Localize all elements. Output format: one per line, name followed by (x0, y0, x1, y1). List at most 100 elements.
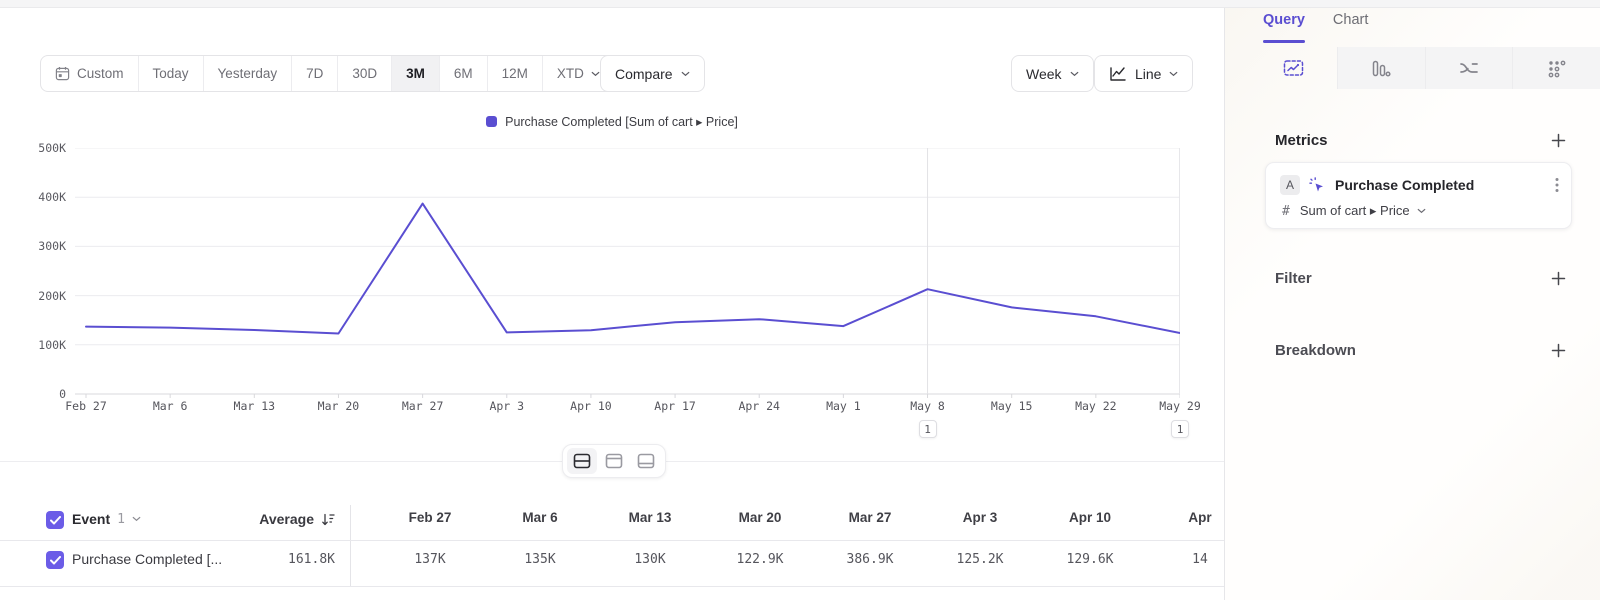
event-label: Event (72, 511, 111, 527)
filter-title: Filter (1275, 269, 1312, 287)
table-cell-value: 14 (1192, 552, 1208, 567)
plus-icon (1551, 133, 1565, 147)
range-6m[interactable]: 6M (440, 56, 488, 91)
compare-button[interactable]: Compare (600, 55, 705, 92)
y-axis-labels: 500K 400K 300K 200K 100K 0 (0, 141, 66, 401)
number-type-icon: # (1282, 203, 1290, 219)
breakdown-section-header: Breakdown (1275, 340, 1568, 360)
x-tick-label: Mar 20 (317, 399, 360, 413)
metric-card-row1: A Purchase Completed (1280, 175, 1559, 195)
add-filter-button[interactable] (1548, 268, 1568, 288)
y-tick-label: 400K (38, 190, 66, 205)
tab-insights-report[interactable] (1250, 47, 1337, 89)
row-checkbox[interactable] (46, 551, 64, 569)
x-axis-labels: Feb 27 Mar 6 Mar 13 Mar 20 Mar 27 Apr 3 Apr 10… (65, 399, 1201, 415)
insights-chart-icon (1283, 60, 1304, 76)
annotation-badge[interactable]: 1 (1171, 420, 1189, 438)
date-range-selector: Custom Today Yesterday 7D 30D 3M 6M 12M XTD (40, 55, 615, 92)
tab-retention-report[interactable] (1512, 47, 1600, 89)
table-bottom-border (0, 586, 1224, 587)
select-all-checkbox[interactable] (46, 511, 64, 529)
tab-query[interactable]: Query (1263, 12, 1305, 28)
add-metric-button[interactable] (1548, 130, 1568, 150)
top-edge-strip (0, 0, 1600, 8)
date-column-header[interactable]: Apr (1188, 510, 1212, 525)
date-column-header[interactable]: Mar 6 (522, 510, 558, 525)
metric-card[interactable]: A Purchase Completed # Sum of cart ▸ Pri… (1265, 162, 1572, 229)
layout-table-only-button[interactable] (631, 448, 661, 474)
metric-options-button[interactable] (1555, 177, 1559, 193)
x-tick-label: Mar 13 (233, 399, 276, 413)
breakdown-title: Breakdown (1275, 341, 1356, 359)
line-chart[interactable] (75, 148, 1180, 400)
table-cell-value: 137K (414, 552, 446, 567)
chevron-down-icon (591, 71, 600, 76)
x-tick-label: Apr 3 (489, 399, 525, 413)
y-tick-label: 0 (59, 387, 66, 401)
x-tick-label: May 8 (910, 399, 945, 413)
date-column-header[interactable]: Mar 20 (738, 510, 782, 525)
tab-chart[interactable]: Chart (1332, 12, 1369, 28)
aggregation-label: Sum of cart ▸ Price (1299, 203, 1410, 218)
range-3m[interactable]: 3M (392, 56, 440, 91)
report-main-area: Custom Today Yesterday 7D 30D 3M 6M 12M XTD Comp… (0, 8, 1224, 600)
table-cell-value: 129.6K (1066, 552, 1114, 567)
range-custom[interactable]: Custom (41, 56, 139, 91)
table-cell-value: 386.9K (846, 552, 894, 567)
split-view-icon (573, 453, 591, 469)
chart-canvas (75, 148, 1180, 398)
range-xtd[interactable]: XTD (543, 56, 614, 91)
chevron-down-icon (1169, 71, 1178, 76)
table-row-name[interactable]: Purchase Completed [... (72, 551, 223, 567)
annotation-badge[interactable]: 1 (918, 420, 937, 438)
chart-legend[interactable]: Purchase Completed [Sum of cart ▸ Price] (0, 114, 1224, 129)
x-tick-label: May 29 (1159, 399, 1201, 413)
chevron-down-icon (132, 516, 141, 522)
table-header-border (0, 540, 1224, 541)
y-tick-label: 300K (38, 239, 66, 254)
y-tick-label: 200K (38, 288, 66, 303)
check-icon (49, 515, 61, 524)
metrics-section-header: Metrics (1275, 130, 1568, 150)
chart-type-dropdown[interactable]: Line (1094, 55, 1194, 92)
range-30d[interactable]: 30D (338, 56, 393, 91)
add-breakdown-button[interactable] (1548, 340, 1568, 360)
legend-swatch (486, 116, 498, 127)
range-yesterday[interactable]: Yesterday (204, 56, 293, 91)
table-cell-value: 135K (524, 552, 556, 567)
layout-chart-only-button[interactable] (599, 448, 629, 474)
date-column-header[interactable]: Mar 13 (628, 510, 672, 525)
plus-icon (1551, 343, 1565, 357)
flows-icon (1460, 63, 1478, 73)
tab-flows-report[interactable] (1424, 47, 1513, 89)
event-spark-icon (1309, 176, 1323, 191)
legend-label: Purchase Completed [Sum of cart ▸ Price] (505, 115, 738, 129)
tab-funnels-report[interactable] (1336, 47, 1425, 89)
range-12m[interactable]: 12M (488, 56, 543, 91)
layout-split-button[interactable] (567, 448, 597, 474)
x-tick-label: May 22 (1075, 399, 1117, 413)
date-column-header[interactable]: Apr 3 (962, 510, 998, 525)
range-7d[interactable]: 7D (292, 56, 339, 91)
date-column-header[interactable]: Apr 10 (1068, 510, 1112, 525)
plus-icon (1551, 271, 1565, 285)
chevron-down-icon (681, 71, 690, 76)
granularity-label: Week (1026, 65, 1062, 82)
granularity-dropdown[interactable]: Week (1011, 55, 1094, 92)
event-column-header[interactable]: Event 1 (72, 511, 141, 527)
metric-event-name[interactable]: Purchase Completed (1335, 177, 1475, 193)
compare-label: Compare (615, 65, 673, 82)
bottom-panel-icon (637, 453, 655, 469)
date-column-header[interactable]: Feb 27 (408, 510, 452, 525)
average-column-header[interactable]: Average (200, 511, 335, 527)
range-today[interactable]: Today (139, 56, 204, 91)
metric-aggregation-selector[interactable]: # Sum of cart ▸ Price (1282, 203, 1426, 219)
x-tick-label: Mar 27 (401, 399, 444, 413)
report-type-tabs (1250, 47, 1600, 89)
x-tick-label: Mar 6 (152, 399, 188, 413)
y-tick-label: 100K (38, 337, 66, 352)
x-tick-label: Apr 24 (738, 399, 780, 413)
date-column-header[interactable]: Mar 27 (848, 510, 892, 525)
x-tick-label: May 15 (990, 399, 1033, 413)
